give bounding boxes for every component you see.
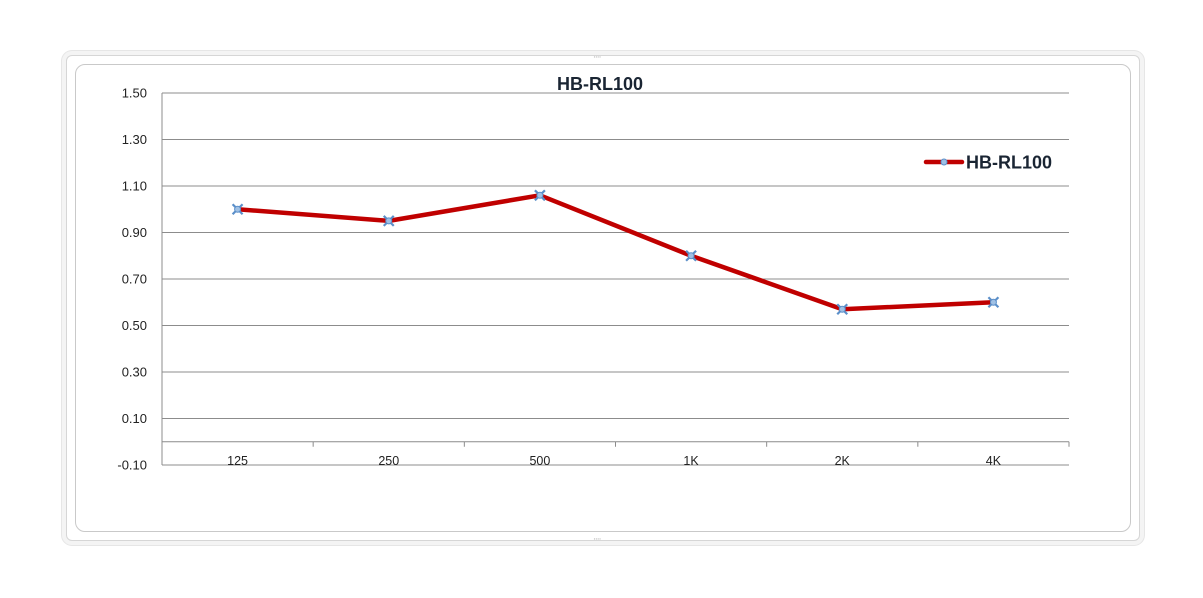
x-tick-label: 125 [227, 454, 248, 468]
legend-marker [940, 158, 948, 166]
data-point-marker [685, 249, 697, 262]
y-tick-label: -0.10 [117, 458, 147, 473]
x-tick-label: 500 [529, 454, 550, 468]
data-point-marker [534, 189, 546, 202]
series-line [235, 193, 996, 312]
x-tick-label: 250 [378, 454, 399, 468]
legend-label: HB-RL100 [966, 153, 1052, 173]
y-tick-label: 0.70 [122, 272, 147, 287]
chart-area [75, 64, 1131, 532]
chart-title: HB-RL100 [556, 74, 644, 94]
y-tick-label: 0.90 [122, 225, 147, 240]
data-point-marker [382, 215, 395, 227]
data-point-marker [231, 203, 244, 216]
data-point-marker [987, 296, 1000, 309]
x-tick-label: 2K [835, 454, 851, 468]
data-point-marker [836, 303, 849, 316]
y-tick-label: 1.30 [122, 132, 147, 147]
resize-handle-bottom[interactable]: ···· [593, 535, 602, 545]
x-tick-label: 1K [683, 454, 699, 468]
y-tick-label: 0.50 [122, 318, 147, 333]
y-tick-label: 0.30 [122, 365, 147, 380]
resize-handle-top[interactable]: ···· [593, 53, 602, 63]
y-tick-label: 1.50 [122, 86, 147, 101]
chart-area-frame[interactable] [66, 55, 1140, 541]
x-tick-label: 4K [986, 454, 1002, 468]
y-tick-label: 0.10 [122, 411, 147, 426]
y-tick-label: 1.10 [122, 179, 147, 194]
